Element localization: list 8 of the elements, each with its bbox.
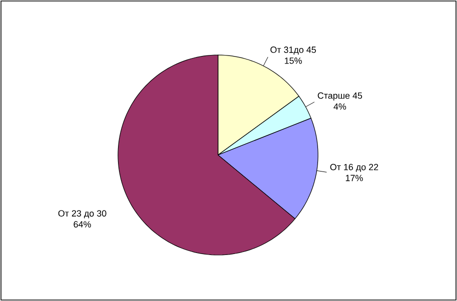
data-label: 17% (346, 174, 363, 182)
data-label: 64% (74, 221, 91, 228)
slice-label: От 31до 45 (270, 46, 316, 55)
slice-label: Старше 45 (318, 92, 362, 101)
slice-label: От 16 до 22 (330, 164, 378, 172)
slice-label: От 23 до 30 (58, 210, 106, 218)
data-label: 4% (334, 103, 346, 110)
data-label: 15% (284, 58, 302, 64)
